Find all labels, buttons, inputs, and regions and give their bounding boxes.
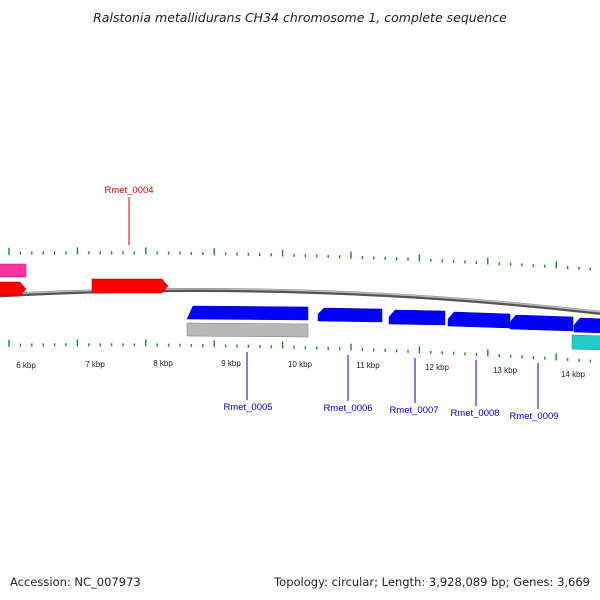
scale-label: 12 kbp (425, 363, 450, 372)
gene-label-rmet-0009[interactable]: Rmet_0009 (509, 411, 558, 422)
scale-ticks (8, 247, 592, 363)
gene-red-partial[interactable] (0, 281, 27, 297)
scale-label: 7 kbp (85, 360, 105, 369)
scale-label: 13 kbp (493, 366, 518, 375)
gene-rmet-0005-gray[interactable] (186, 322, 309, 338)
gene-rmet-0009[interactable] (509, 314, 574, 332)
gene-pink[interactable] (0, 263, 27, 278)
gene-rmet-0005[interactable] (186, 305, 309, 321)
summary-text: Topology: circular; Length: 3,928,089 bp… (274, 575, 590, 589)
scale-label: 9 kbp (221, 359, 241, 368)
map-title: Ralstonia metallidurans CH34 chromosome … (93, 10, 507, 25)
gene-label-rmet-0004[interactable]: Rmet_0004 (104, 185, 153, 196)
gene-label-rmet-0006[interactable]: Rmet_0006 (323, 403, 372, 414)
gene-features (0, 263, 600, 351)
gene-rmet-0008[interactable] (447, 311, 511, 329)
scale-label: 14 kbp (561, 370, 586, 379)
scale-label: 11 kbp (356, 361, 380, 370)
gene-rmet-0006[interactable] (317, 307, 383, 323)
gene-blue-partial[interactable] (573, 317, 600, 334)
gene-labels: Rmet_0004 Rmet_0005 Rmet_0006 Rmet_0007 … (104, 185, 558, 422)
label-connectors (128, 197, 539, 409)
scale-labels: 6 kbp 7 kbp 8 kbp 9 kbp 10 kbp 11 kbp 12… (16, 359, 585, 379)
gene-label-rmet-0005[interactable]: Rmet_0005 (223, 402, 272, 413)
gene-cyan-partial[interactable] (571, 334, 600, 351)
backbone-arc (0, 288, 600, 315)
gene-label-rmet-0007[interactable]: Rmet_0007 (389, 405, 438, 416)
scale-label: 10 kbp (288, 360, 313, 369)
backbone-arc-highlight (0, 288, 600, 313)
gene-rmet-0004[interactable] (91, 278, 169, 294)
gene-label-rmet-0008[interactable]: Rmet_0008 (450, 408, 499, 419)
chromosome-backbone (0, 288, 600, 315)
scale-label: 8 kbp (153, 359, 173, 368)
scale-label: 6 kbp (16, 361, 36, 370)
gene-rmet-0007[interactable] (388, 309, 446, 326)
accession-text: Accession: NC_007973 (10, 575, 141, 589)
